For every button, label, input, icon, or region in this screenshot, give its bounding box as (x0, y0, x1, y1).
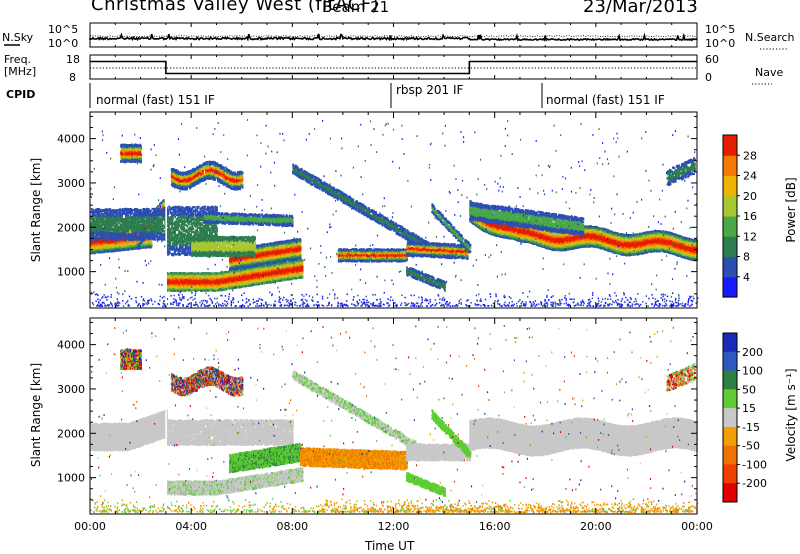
nsearch-trace (90, 36, 697, 37)
power-heatmap (90, 112, 698, 308)
